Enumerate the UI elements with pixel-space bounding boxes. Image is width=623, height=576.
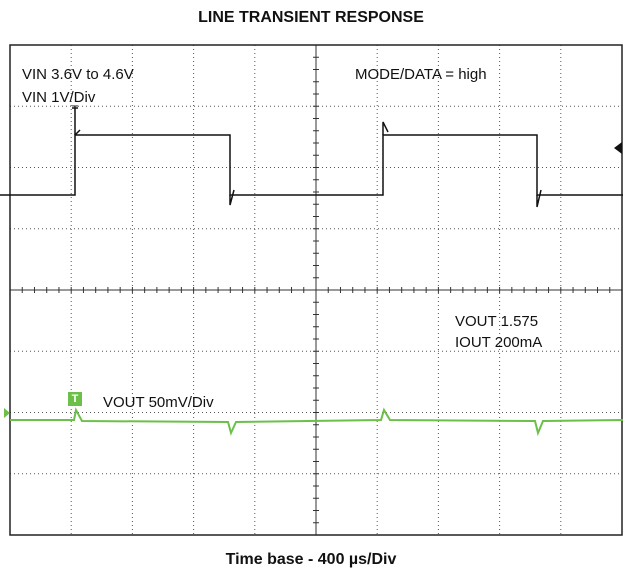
vin-trace [0,134,623,196]
annotation: VIN 3.6V to 4.6V [22,66,134,83]
vout-ref-marker [4,408,10,418]
annotation: MODE/DATA = high [355,66,487,83]
annotation: VIN 1V/Div [22,89,96,106]
trigger-level-marker [614,142,622,154]
annotation: IOUT 200mA [455,334,542,351]
trigger-marker: T [72,393,79,405]
x-axis-label: Time base - 400 µs/Div [226,551,397,568]
annotation: VOUT 1.575 [455,313,538,330]
vout-trace [10,407,623,437]
trigger-marker-box [68,392,82,406]
grid [9,44,623,536]
annotation: VOUT 50mV/Div [103,394,214,411]
screen-border [9,44,623,536]
title: LINE TRANSIENT RESPONSE [198,9,424,26]
trigger-marker: T [72,104,79,116]
vin-spikes [72,107,542,208]
